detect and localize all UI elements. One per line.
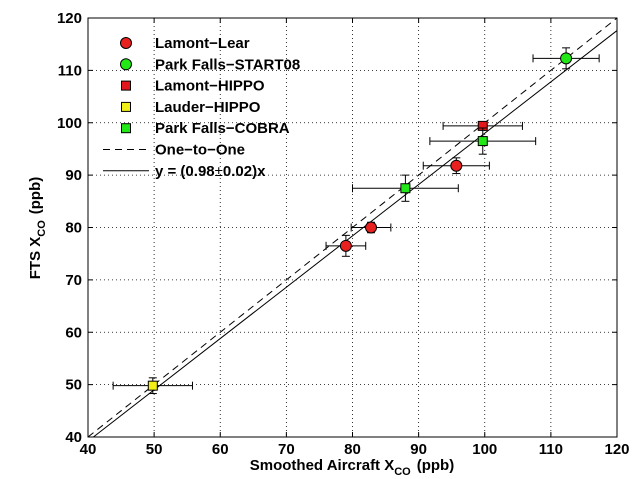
legend-marker-circle [120,58,132,71]
data-point-group [532,47,600,70]
y-tick-label: 80 [65,220,82,237]
legend-label: Park Falls−COBRA [155,120,290,137]
x-tick-label: 70 [278,441,295,458]
fit-line [93,30,618,438]
legend-marker-square [121,80,131,91]
y-tick-label: 90 [65,167,82,184]
x-axis-title: Smoothed Aircraft XCO (ppb) [250,457,454,478]
data-point-group [442,120,523,131]
x-tick-label: 100 [472,441,497,458]
y-axis-title-subscript: CO [36,220,48,237]
data-point-square [400,183,411,194]
x-axis-title-main: Smoothed Aircraft X [250,457,394,474]
legend-marker-square [121,101,131,112]
legend-label: One−to−One [155,142,245,159]
y-axis-title: FTS XCO (ppb) [27,177,48,280]
fit-label-plusminus: ± [215,163,223,180]
data-point-group [350,221,392,234]
y-axis-title-unit: (ppb) [27,177,44,214]
data-point-group [325,234,367,257]
fit-label-post: 0.02)x [223,163,266,180]
data-point-group [352,174,459,202]
data-point-circle [560,52,573,65]
legend-label: y = (0.98±0.02)x [155,163,266,180]
y-axis-title-main: FTS X [27,237,44,280]
x-tick-label: 120 [604,441,629,458]
legend-label: Park Falls−START08 [155,56,300,73]
legend-label: Lauder−HIPPO [155,99,261,116]
data-point-circle [365,221,378,234]
x-tick-label: 80 [344,441,361,458]
legend-marker-circle [120,37,132,49]
grid-layer [88,18,617,437]
data-point-square [477,136,488,147]
x-axis-title-unit: (ppb) [417,457,454,474]
y-tick-label: 120 [57,10,82,27]
y-tick-label: 100 [57,115,82,132]
x-tick-label: 60 [212,441,229,458]
data-point-square [147,380,158,391]
fit-label-pre: y = (0.98 [155,163,215,180]
x-tick-label: 40 [80,441,97,458]
legend-label: Lamont−HIPPO [155,78,265,95]
data-point-group [429,127,537,155]
data-point-group [112,377,193,395]
data-point-circle [339,239,352,252]
data-point-circle [450,159,463,172]
y-tick-label: 60 [65,324,82,341]
ticks-layer: 40 50 60 70 80 90 100 110 120 40 50 60 70 80 90 100 110 1… [57,10,630,458]
y-tick-label: 110 [58,62,82,79]
x-tick-label: 90 [410,441,427,458]
x-tick-label: 110 [539,441,563,458]
y-tick-label: 40 [65,429,82,446]
x-axis-title-subscript: CO [394,466,411,478]
y-tick-label: 50 [65,377,82,394]
x-tick-label: 50 [146,441,163,458]
y-tick-label: 70 [65,272,82,289]
data-point-group [422,157,490,175]
legend-label: Lamont−Lear [155,35,250,52]
data-points-layer [112,47,600,395]
legend: Lamont−Lear Park Falls−START08 Lamont−HIPP… [103,35,300,180]
legend-marker-square [121,123,131,134]
